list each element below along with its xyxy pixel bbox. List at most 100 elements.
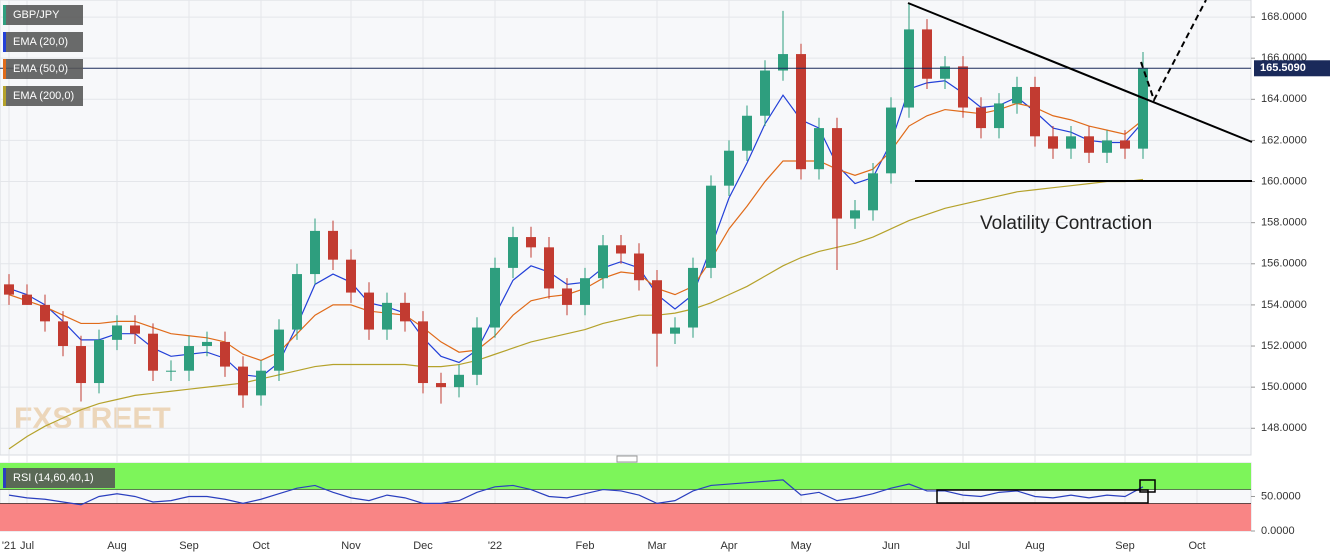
- candle-body: [706, 185, 716, 268]
- legend-swatch: [3, 59, 6, 79]
- y-tick-label: 158.0000: [1261, 217, 1307, 229]
- candle-body: [4, 284, 14, 295]
- candle-body: [400, 302, 410, 322]
- candle-body: [292, 274, 302, 330]
- legend-box: [3, 59, 83, 79]
- y-tick-label: 162.0000: [1261, 134, 1307, 146]
- x-tick-label: '21: [2, 540, 16, 552]
- x-tick-label: Oct: [1188, 540, 1205, 552]
- price-tag-label: 165.5090: [1260, 62, 1306, 74]
- candle-body: [76, 346, 86, 384]
- x-tick-label: Aug: [107, 540, 127, 552]
- candle-body: [166, 370, 176, 372]
- candle-body: [724, 150, 734, 186]
- candle-body: [382, 302, 392, 330]
- y-tick-label: 164.0000: [1261, 93, 1307, 105]
- legend-swatch: [3, 468, 6, 488]
- candle-body: [868, 173, 878, 211]
- candle-body: [40, 304, 50, 322]
- candle-body: [778, 54, 788, 71]
- x-tick-label: '22: [488, 540, 502, 552]
- y-tick-label: 168.0000: [1261, 11, 1307, 23]
- candle-body: [796, 54, 806, 170]
- price-panel: [0, 0, 1252, 456]
- candle-body: [22, 294, 32, 305]
- legend-box: [3, 468, 115, 488]
- legend-swatch: [3, 32, 6, 52]
- candle-body: [202, 341, 212, 347]
- candle-body: [454, 374, 464, 388]
- y-tick-label: 150.0000: [1261, 381, 1307, 393]
- candle-body: [814, 128, 824, 170]
- candle-body: [346, 259, 356, 293]
- legend: GBP/JPY EMA (20,0) EMA (50,0) EMA (200,0) RS…: [3, 5, 115, 488]
- candle-body: [274, 329, 284, 371]
- x-tick-label: Aug: [1025, 540, 1045, 552]
- x-tick-label: Mar: [648, 540, 667, 552]
- candle-body: [616, 245, 626, 254]
- candle-body: [598, 245, 608, 279]
- rsi-title: RSI (14,60,40,1): [13, 472, 94, 484]
- candle-body: [580, 278, 590, 305]
- candle-body: [634, 253, 644, 281]
- candle-body: [1066, 136, 1076, 149]
- ema-line: [8, 102, 1144, 362]
- x-tick-label: Jun: [882, 540, 900, 552]
- candle-body: [58, 321, 68, 347]
- candle-body: [148, 333, 158, 371]
- panel-divider[interactable]: [616, 455, 638, 463]
- rsi-line: [8, 479, 1144, 506]
- candle-body: [958, 66, 968, 108]
- x-tick-label: Dec: [413, 540, 433, 552]
- lower-band: [0, 503, 1251, 531]
- legend-swatch: [3, 86, 6, 106]
- x-tick-label: Oct: [252, 540, 269, 552]
- candle-body: [112, 325, 122, 340]
- y-tick-label: 50.0000: [1261, 490, 1301, 502]
- rsi-box: [1139, 479, 1156, 493]
- candle-body: [742, 115, 752, 151]
- candle-body: [832, 128, 842, 219]
- x-tick-label: Jul: [20, 540, 34, 552]
- x-tick-label: Jul: [956, 540, 970, 552]
- x-tick-label: Sep: [179, 540, 199, 552]
- legend-box: [3, 32, 83, 52]
- candle-body: [310, 230, 320, 275]
- candle-body: [436, 383, 446, 388]
- price-tag: [1254, 60, 1330, 77]
- legend-box: [3, 5, 83, 25]
- legend-label: EMA (20,0): [13, 36, 68, 48]
- candle-body: [652, 280, 662, 334]
- y-tick-label: 156.0000: [1261, 258, 1307, 270]
- annotation: Volatility Contraction: [980, 213, 1152, 234]
- candle-body: [1102, 140, 1112, 153]
- candle-body: [1012, 86, 1022, 104]
- candle-body: [526, 237, 536, 248]
- candle-body: [238, 366, 248, 396]
- trend-line: [907, 2, 1253, 143]
- upper-band: [0, 463, 1251, 490]
- candle-body: [850, 210, 860, 219]
- y-tick-label: 160.0000: [1261, 175, 1307, 187]
- candle-body: [472, 327, 482, 375]
- projection: [1140, 0, 1207, 103]
- candle-body: [994, 103, 1004, 129]
- candle-body: [418, 321, 428, 384]
- candle-body: [976, 107, 986, 129]
- rsi-box: [936, 489, 1149, 504]
- x-tick-label: Apr: [720, 540, 737, 552]
- legend-label: EMA (200,0): [13, 90, 74, 102]
- candle-body: [508, 237, 518, 268]
- candle-body: [130, 325, 140, 334]
- legend-label: GBP/JPY: [13, 9, 60, 21]
- y-tick-label: 0.0000: [1261, 525, 1295, 537]
- candle-body: [256, 370, 266, 396]
- x-tick-label: May: [791, 540, 812, 552]
- candle-body: [364, 292, 374, 330]
- candle-body: [1120, 140, 1130, 149]
- candle-body: [490, 267, 500, 328]
- candle-body: [1138, 68, 1148, 149]
- candle-body: [688, 267, 698, 328]
- candle-body: [940, 66, 950, 79]
- candle-body: [562, 288, 572, 305]
